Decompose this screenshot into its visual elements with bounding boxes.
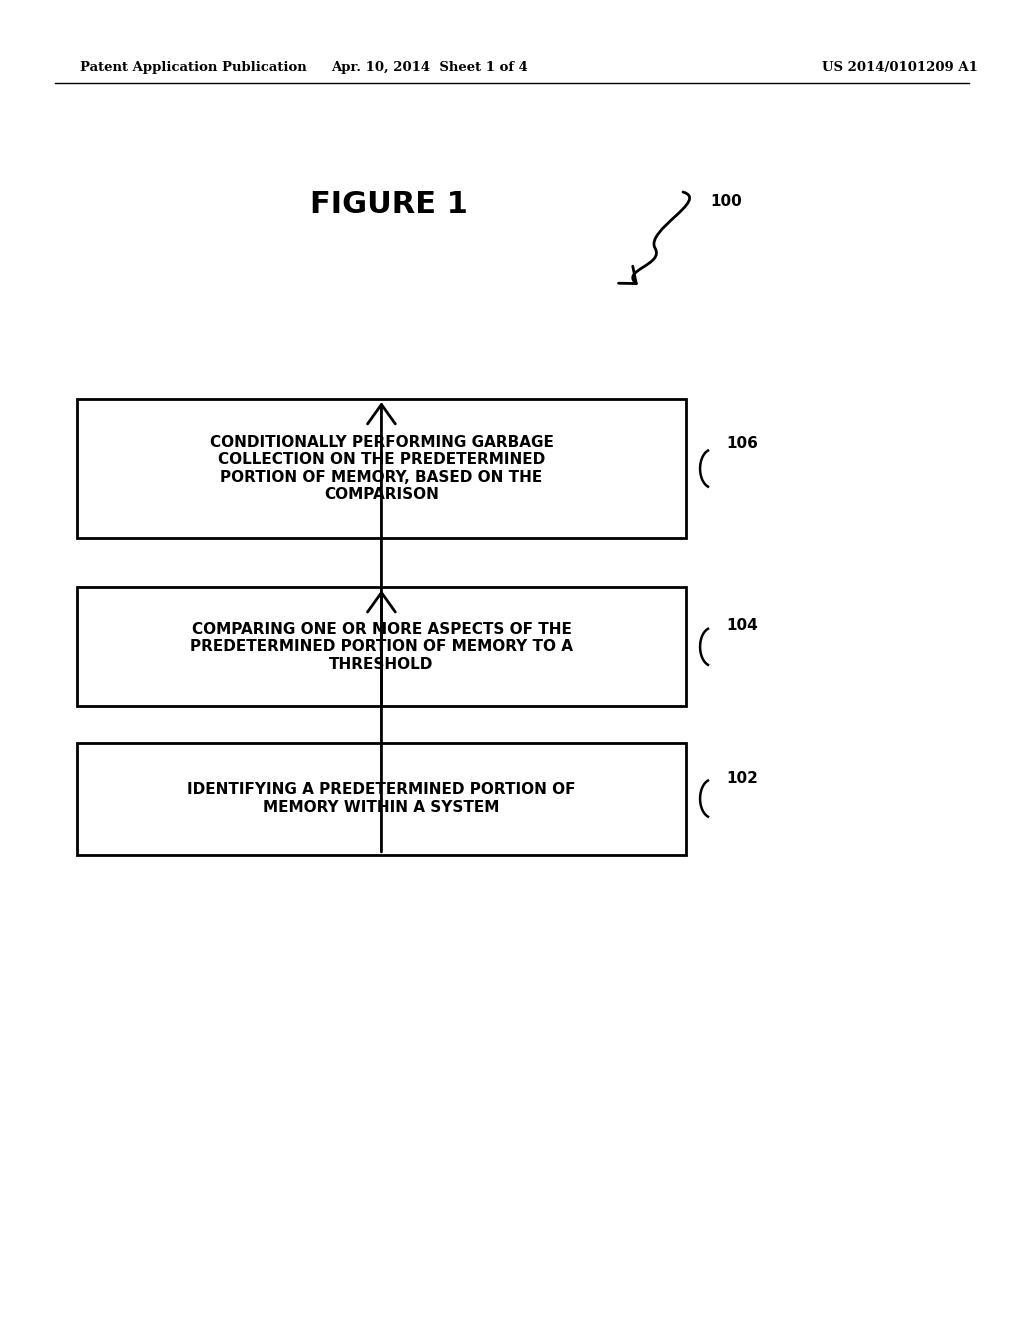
Text: COMPARING ONE OR MORE ASPECTS OF THE
PREDETERMINED PORTION OF MEMORY TO A
THRESH: COMPARING ONE OR MORE ASPECTS OF THE PRE… <box>189 622 573 672</box>
Text: 106: 106 <box>726 436 758 451</box>
Bar <box>77 742 686 855</box>
Text: Patent Application Publication: Patent Application Publication <box>80 62 307 74</box>
FancyArrowPatch shape <box>368 404 395 704</box>
Text: CONDITIONALLY PERFORMING GARBAGE
COLLECTION ON THE PREDETERMINED
PORTION OF MEMO: CONDITIONALLY PERFORMING GARBAGE COLLECT… <box>210 436 553 502</box>
Bar <box>77 587 686 706</box>
Text: 100: 100 <box>710 194 741 210</box>
FancyArrowPatch shape <box>618 191 689 284</box>
Bar <box>77 399 686 539</box>
Text: IDENTIFYING A PREDETERMINED PORTION OF
MEMORY WITHIN A SYSTEM: IDENTIFYING A PREDETERMINED PORTION OF M… <box>187 783 575 814</box>
Text: 102: 102 <box>726 771 758 785</box>
Text: 104: 104 <box>726 618 758 632</box>
FancyArrowPatch shape <box>368 593 395 851</box>
Text: FIGURE 1: FIGURE 1 <box>310 190 468 219</box>
Text: US 2014/0101209 A1: US 2014/0101209 A1 <box>822 62 978 74</box>
Text: Apr. 10, 2014  Sheet 1 of 4: Apr. 10, 2014 Sheet 1 of 4 <box>332 62 528 74</box>
